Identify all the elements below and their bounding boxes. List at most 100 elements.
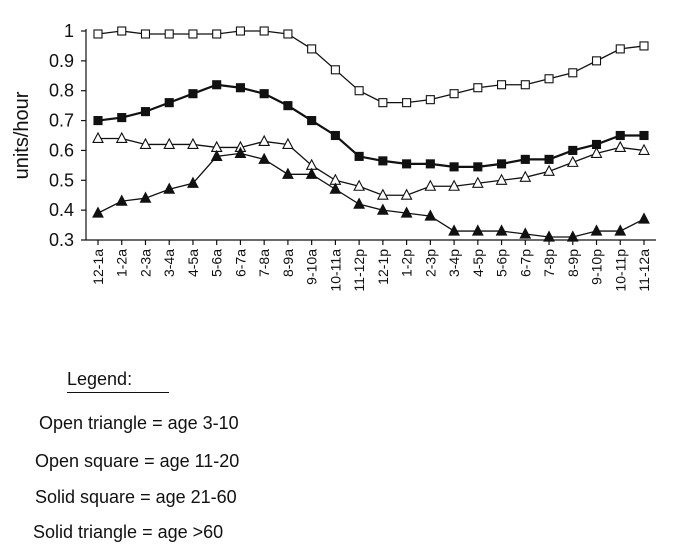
data-point-solid-square — [164, 98, 174, 108]
chart-series — [92, 26, 650, 242]
x-tick-label: 3-4p — [446, 249, 462, 277]
data-point-solid-triangle — [210, 149, 223, 161]
y-tick-label: 1 — [64, 21, 74, 41]
data-point-solid-triangle — [448, 224, 460, 236]
data-point-open-square — [330, 65, 340, 75]
x-tick-label: 5-6a — [209, 249, 225, 277]
data-point-solid-triangle — [495, 224, 508, 236]
x-tick-label: 3-4a — [161, 249, 177, 277]
y-tick-label: 0.3 — [49, 230, 74, 250]
data-point-open-triangle — [448, 179, 460, 191]
x-tick-label: 8-9a — [280, 249, 296, 277]
data-point-open-triangle — [258, 134, 271, 147]
data-point-solid-triangle — [353, 197, 366, 209]
x-tick-label: 1-2a — [114, 249, 130, 277]
data-point-open-square — [639, 41, 649, 51]
data-point-solid-triangle — [566, 230, 579, 242]
data-point-open-triangle — [543, 164, 555, 176]
y-tick-label: 0.6 — [49, 140, 74, 160]
data-point-solid-triangle — [115, 194, 128, 206]
data-point-open-triangle — [614, 140, 627, 152]
data-point-open-triangle — [400, 188, 413, 200]
data-point-open-square — [497, 80, 507, 90]
y-tick-label: 0.7 — [49, 111, 74, 131]
data-point-solid-triangle — [543, 230, 555, 242]
x-tick-label: 1-2p — [399, 249, 415, 277]
series-line — [98, 137, 645, 196]
data-point-open-square — [140, 29, 151, 39]
series-line — [97, 30, 645, 104]
data-point-solid-triangle — [471, 224, 484, 236]
x-tick-label: 6-7p — [517, 249, 533, 277]
data-point-open-square — [378, 98, 388, 108]
x-tick-label: 10-11a — [327, 249, 343, 292]
data-point-solid-square — [402, 159, 412, 169]
x-tick-label: 2-3p — [422, 249, 438, 277]
data-point-open-square — [235, 26, 245, 36]
x-tick-label: 5-6p — [494, 249, 510, 277]
data-point-solid-square — [117, 113, 127, 123]
data-point-open-square — [188, 29, 198, 39]
data-point-solid-triangle — [92, 206, 104, 218]
data-point-solid-square — [330, 130, 340, 141]
data-point-open-triangle — [376, 188, 389, 200]
data-point-solid-square — [93, 116, 103, 126]
data-point-solid-triangle — [614, 224, 627, 236]
data-point-open-square — [449, 89, 459, 99]
data-point-open-square — [520, 80, 530, 90]
data-point-open-square — [473, 83, 483, 93]
data-point-solid-triangle — [305, 167, 318, 179]
data-point-solid-square — [473, 162, 483, 172]
data-point-solid-square — [212, 80, 222, 90]
chart-axes: 0.3 0.4 0.5 0.6 0.7 0.8 0.9 1 units/hour 12-1a 1-2… — [11, 21, 656, 292]
data-point-open-triangle — [566, 155, 579, 167]
data-point-solid-square — [140, 107, 151, 117]
data-point-solid-square — [307, 116, 317, 126]
data-point-open-square — [544, 74, 554, 84]
data-point-open-triangle — [163, 137, 176, 150]
data-point-solid-square — [449, 162, 459, 172]
data-point-solid-square — [639, 130, 649, 141]
data-point-open-triangle — [424, 179, 437, 191]
data-point-open-square — [354, 86, 364, 96]
data-point-open-square — [615, 44, 625, 54]
y-tick-label: 0.9 — [49, 51, 74, 71]
data-point-solid-triangle — [424, 209, 437, 221]
data-point-solid-square — [235, 83, 245, 93]
data-point-solid-triangle — [139, 191, 152, 203]
data-point-open-triangle — [115, 131, 128, 144]
data-point-solid-square — [497, 159, 507, 169]
legend-title: Legend: — [67, 369, 169, 393]
y-tick-label: 0.5 — [49, 170, 74, 190]
data-point-solid-triangle — [187, 176, 199, 188]
data-point-solid-triangle — [400, 206, 413, 218]
x-tick-label: 10-11p — [612, 249, 628, 292]
data-point-solid-triangle — [590, 224, 603, 236]
data-point-open-triangle — [139, 137, 152, 150]
y-tick-label: 0.4 — [49, 200, 74, 220]
data-point-solid-square — [544, 154, 554, 164]
data-point-solid-triangle — [234, 146, 247, 158]
data-point-open-square — [117, 26, 127, 36]
data-point-open-triangle — [519, 170, 532, 182]
x-tick-label: 9-10p — [589, 249, 605, 285]
data-point-solid-triangle — [519, 227, 532, 239]
x-tick-label: 4-5a — [185, 249, 201, 277]
data-point-open-triangle — [495, 173, 508, 185]
x-tick-label: 12-1p — [375, 249, 391, 285]
data-point-open-triangle — [590, 146, 603, 158]
data-point-solid-square — [615, 130, 625, 141]
data-point-solid-square — [568, 145, 578, 155]
data-point-open-triangle — [282, 137, 294, 150]
data-point-solid-square — [520, 154, 530, 164]
data-point-solid-square — [188, 89, 198, 99]
data-point-solid-square — [378, 156, 388, 166]
data-point-open-square — [307, 44, 317, 54]
line-chart: 0.3 0.4 0.5 0.6 0.7 0.8 0.9 1 units/hour 12-1a 1-2… — [11, 21, 656, 292]
data-point-solid-square — [354, 151, 364, 161]
data-point-open-triangle — [187, 137, 199, 150]
data-point-open-triangle — [92, 131, 104, 144]
data-point-solid-triangle — [282, 167, 294, 179]
data-point-solid-triangle — [638, 212, 650, 224]
data-point-open-triangle — [471, 176, 484, 188]
